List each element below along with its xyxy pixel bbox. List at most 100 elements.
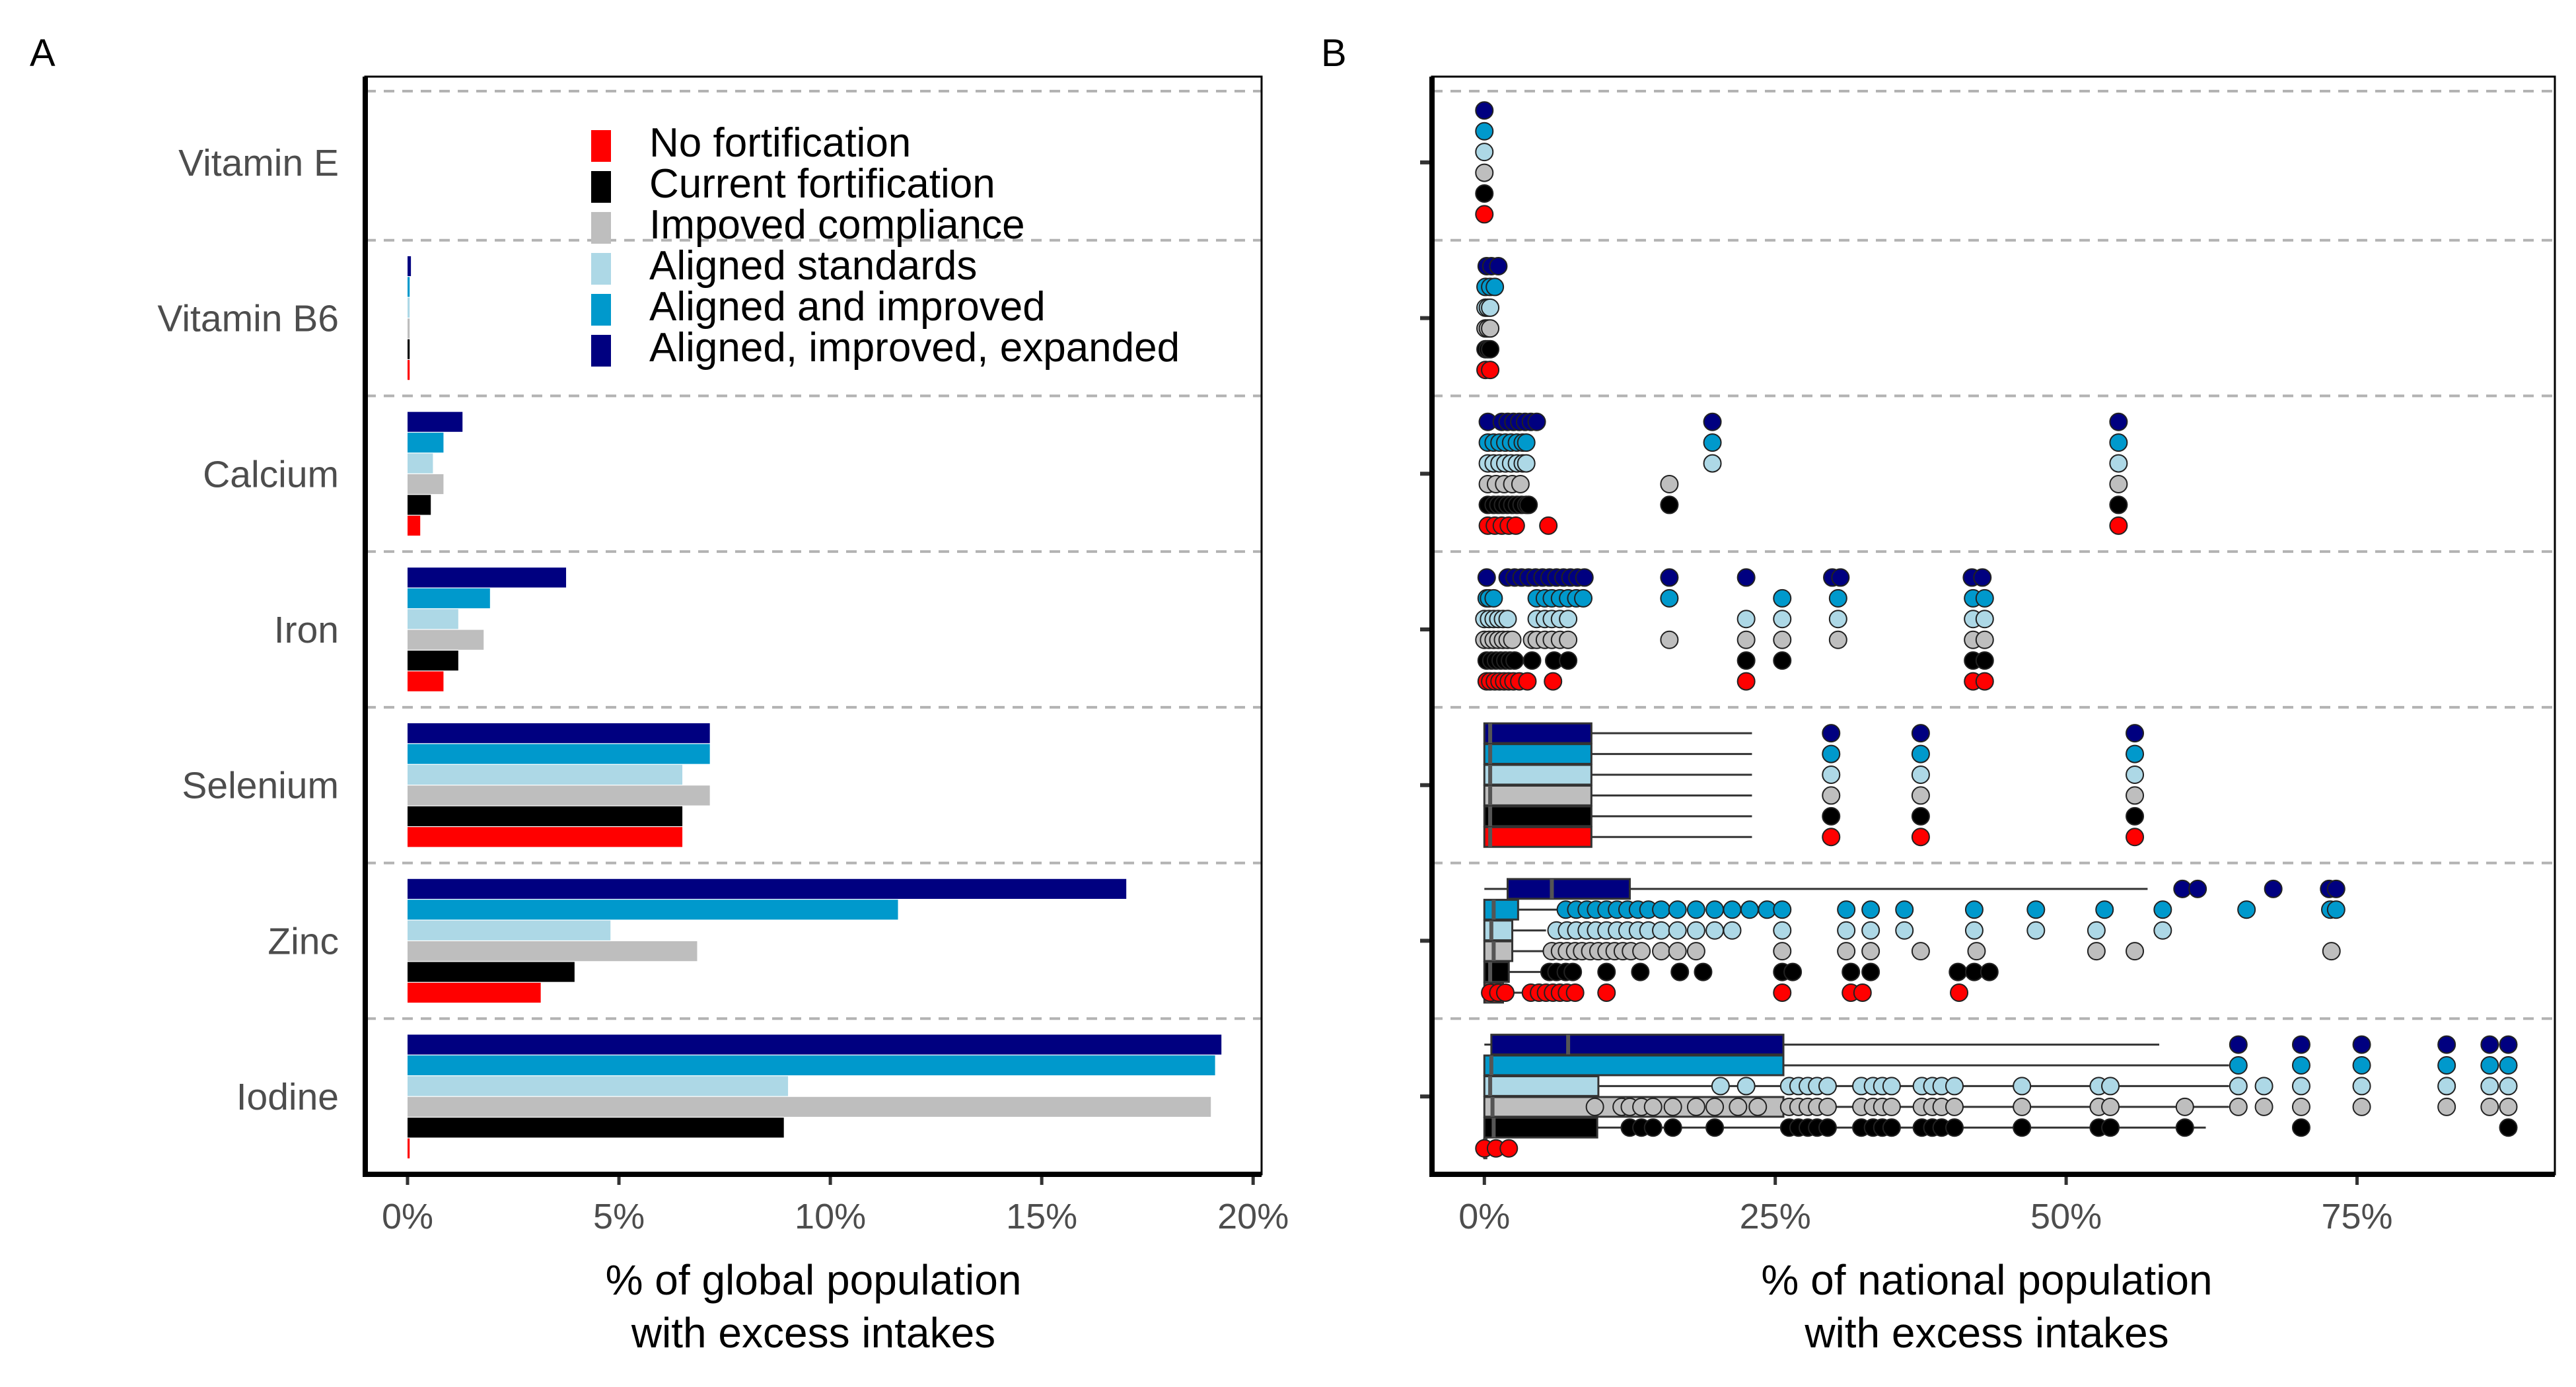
point-iodine-impoved-compliance xyxy=(2101,1097,2120,1116)
point-selenium-aligned-and-improved xyxy=(2126,744,2145,764)
box-selenium-impoved-compliance xyxy=(1483,785,1592,806)
panel-a-category-label: Vitamin E xyxy=(178,142,339,184)
panel-a-category-label: Iodine xyxy=(236,1076,339,1118)
point-zinc-impoved-compliance xyxy=(2126,942,2145,961)
bar-vitamin-b6-current-fortification xyxy=(408,339,410,359)
point-zinc-aligned-and-improved xyxy=(1740,900,1759,919)
bar-calcium-current-fortification xyxy=(408,495,431,515)
bar-selenium-current-fortification xyxy=(408,806,683,826)
box-selenium-aligned-standards xyxy=(1483,764,1592,786)
legend-swatch-aligned-standards xyxy=(591,253,611,285)
point-iodine-aligned-standards xyxy=(2101,1077,2120,1096)
point-zinc-aligned-standards xyxy=(2087,921,2106,940)
point-iron-aligned-improved-expanded xyxy=(1660,568,1679,587)
point-iron-aligned-improved-expanded xyxy=(1831,568,1850,587)
point-iodine-impoved-compliance xyxy=(2291,1097,2310,1116)
point-selenium-impoved-compliance xyxy=(1822,786,1841,805)
point-zinc-impoved-compliance xyxy=(1632,942,1651,961)
point-iodine-aligned-improved-expanded xyxy=(2229,1035,2248,1054)
point-iron-no-fortification xyxy=(1544,672,1563,691)
point-iodine-impoved-compliance xyxy=(2437,1097,2456,1116)
point-zinc-aligned-and-improved xyxy=(1895,900,1914,919)
point-zinc-aligned-and-improved xyxy=(1652,900,1671,919)
point-zinc-aligned-standards xyxy=(1668,921,1687,940)
point-selenium-aligned-improved-expanded xyxy=(2126,724,2145,743)
point-iodine-aligned-standards xyxy=(2499,1077,2518,1096)
point-zinc-aligned-and-improved xyxy=(2153,900,2172,919)
bar-selenium-impoved-compliance xyxy=(408,785,710,806)
point-vitamin-e-current-fortification xyxy=(1475,184,1494,203)
point-iodine-impoved-compliance xyxy=(2013,1097,2032,1116)
point-zinc-impoved-compliance xyxy=(1861,942,1880,961)
point-zinc-aligned-and-improved xyxy=(2237,900,2256,919)
point-selenium-current-fortification xyxy=(1822,806,1841,826)
point-zinc-current-fortification xyxy=(1597,962,1616,981)
legend-swatch-aligned-improved-expanded xyxy=(591,335,611,367)
legend-label-impoved-compliance: Impoved compliance xyxy=(649,202,1025,248)
panel-a-x-axis-title: with excess intakes xyxy=(631,1309,995,1357)
point-iodine-aligned-improved-expanded xyxy=(2352,1035,2371,1054)
point-iron-aligned-improved-expanded xyxy=(1575,568,1594,587)
point-iron-aligned-and-improved xyxy=(1828,588,1847,608)
point-iron-aligned-standards xyxy=(1559,610,1578,629)
point-selenium-impoved-compliance xyxy=(1911,786,1930,805)
point-iodine-impoved-compliance xyxy=(1663,1097,1682,1116)
bar-calcium-impoved-compliance xyxy=(408,474,444,495)
panel-b-letter: B xyxy=(1321,32,1347,75)
point-zinc-aligned-and-improved xyxy=(1723,900,1742,919)
point-iron-impoved-compliance xyxy=(1660,630,1679,649)
point-zinc-aligned-and-improved xyxy=(1668,900,1687,919)
point-selenium-current-fortification xyxy=(2126,806,2145,826)
point-zinc-aligned-standards xyxy=(2026,921,2046,940)
bar-calcium-aligned-and-improved xyxy=(408,433,444,453)
point-iodine-aligned-and-improved xyxy=(2480,1056,2499,1075)
point-iodine-current-fortification xyxy=(1882,1118,1901,1137)
point-iron-aligned-and-improved xyxy=(1484,588,1503,608)
point-iodine-current-fortification xyxy=(1705,1118,1725,1137)
box-iodine-aligned-improved-expanded xyxy=(1490,1034,1785,1055)
point-selenium-aligned-and-improved xyxy=(1911,744,1930,764)
point-zinc-aligned-and-improved xyxy=(1861,900,1880,919)
point-zinc-current-fortification xyxy=(1949,962,1968,981)
point-iodine-aligned-standards xyxy=(1711,1077,1730,1096)
point-zinc-aligned-and-improved xyxy=(1773,900,1792,919)
point-iodine-aligned-improved-expanded xyxy=(2437,1035,2456,1054)
point-selenium-no-fortification xyxy=(1822,828,1841,847)
bar-selenium-aligned-and-improved xyxy=(408,744,710,764)
point-zinc-impoved-compliance xyxy=(1652,942,1671,961)
bar-calcium-aligned-standards xyxy=(408,453,433,474)
point-zinc-no-fortification xyxy=(1950,983,1969,1002)
point-zinc-aligned-standards xyxy=(2153,921,2172,940)
point-iron-aligned-and-improved xyxy=(1574,588,1593,608)
point-calcium-current-fortification xyxy=(1519,495,1538,515)
point-iodine-current-fortification xyxy=(2499,1118,2518,1137)
point-vitamin-e-aligned-and-improved xyxy=(1475,122,1494,141)
point-iron-aligned-standards xyxy=(1975,610,1994,629)
point-iron-impoved-compliance xyxy=(1773,630,1792,649)
point-calcium-aligned-standards xyxy=(2109,454,2128,473)
point-selenium-no-fortification xyxy=(2126,828,2145,847)
point-selenium-aligned-and-improved xyxy=(1822,744,1841,764)
point-iron-no-fortification xyxy=(1518,672,1537,691)
point-iron-current-fortification xyxy=(1975,651,1994,670)
point-iodine-aligned-standards xyxy=(2437,1077,2456,1096)
point-calcium-no-fortification xyxy=(2109,516,2128,535)
panel-a-category-label: Iron xyxy=(274,609,339,651)
point-iodine-impoved-compliance xyxy=(2229,1097,2248,1116)
point-iodine-aligned-improved-expanded xyxy=(2499,1035,2518,1054)
point-calcium-current-fortification xyxy=(2109,495,2128,515)
point-iodine-impoved-compliance xyxy=(1882,1097,1901,1116)
point-iodine-impoved-compliance xyxy=(1705,1097,1725,1116)
point-zinc-impoved-compliance xyxy=(1668,942,1687,961)
bar-zinc-impoved-compliance xyxy=(408,941,698,962)
box-zinc-aligned-improved-expanded xyxy=(1507,878,1631,900)
point-iodine-impoved-compliance xyxy=(1729,1097,1748,1116)
bar-iodine-aligned-standards xyxy=(408,1076,789,1096)
point-iodine-impoved-compliance xyxy=(1686,1097,1705,1116)
point-iodine-current-fortification xyxy=(1945,1118,1964,1137)
point-zinc-aligned-standards xyxy=(1895,921,1914,940)
point-iodine-impoved-compliance xyxy=(2352,1097,2371,1116)
bar-zinc-current-fortification xyxy=(408,962,575,982)
point-iron-aligned-standards xyxy=(1773,610,1792,629)
bar-iron-aligned-standards xyxy=(408,609,458,629)
